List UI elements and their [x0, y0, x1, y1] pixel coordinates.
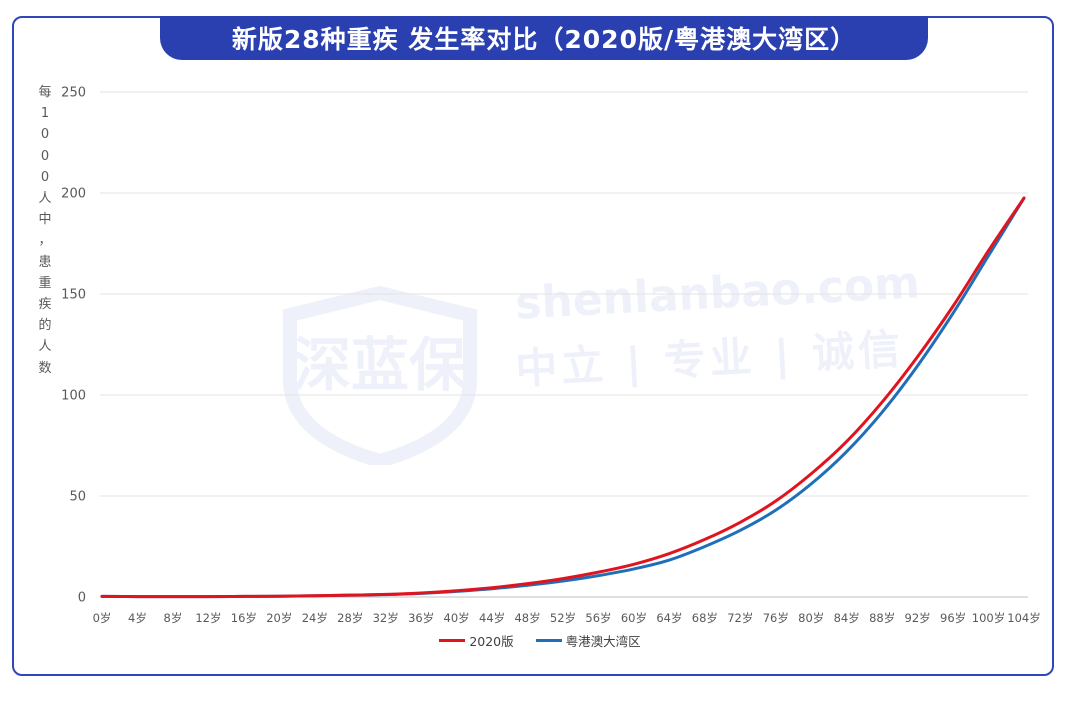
x-tick-label: 72岁 [727, 611, 753, 625]
x-tick-label: 40岁 [444, 611, 470, 625]
x-tick-label: 16岁 [231, 611, 257, 625]
x-tick-label: 0岁 [93, 611, 112, 625]
y-axis-label-char: 中 [38, 212, 52, 228]
x-tick-label: 96岁 [940, 611, 966, 625]
legend-item-gba[interactable]: 粤港澳大湾区 [535, 631, 641, 650]
x-tick-label: 4岁 [128, 611, 147, 625]
x-tick-label: 20岁 [266, 611, 292, 625]
chart-frame [12, 16, 1054, 676]
y-axis-label-char: 人 [38, 191, 52, 207]
legend-item-2020[interactable]: 2020版 [439, 631, 514, 650]
y-axis-label-char: ， [38, 233, 52, 249]
y-tick-label: 100 [61, 389, 86, 404]
x-tick-label: 92岁 [905, 611, 931, 625]
y-tick-labels: 0 50 100 150 200 250 [61, 86, 86, 606]
gridlines [100, 91, 1028, 598]
series-line-2020 [100, 196, 1026, 599]
x-tick-label: 80岁 [798, 611, 824, 625]
x-tick-label: 84岁 [834, 611, 860, 625]
legend-swatch-gba [535, 639, 562, 642]
y-axis-label-char: 疾 [38, 297, 52, 313]
y-axis-label-char: 患 [38, 254, 52, 270]
y-axis-label-char: 人 [38, 339, 52, 355]
x-tick-label: 88岁 [869, 611, 895, 625]
y-axis-label: 每 1 0 0 0 人中，患重疾的人数 [34, 82, 56, 379]
x-tick-label: 44岁 [479, 611, 505, 625]
x-tick-labels: 0岁 4岁 8岁 12岁 16岁 20岁 24岁 28岁 32岁 36岁 40岁 44岁 48岁 52岁 5… [93, 611, 1041, 625]
x-tick-label: 64岁 [656, 611, 682, 625]
legend: 2020版 粤港澳大湾区 [0, 631, 1080, 650]
x-tick-label: 32岁 [373, 611, 399, 625]
y-tick-label: 200 [61, 187, 86, 202]
x-tick-label: 60岁 [621, 611, 647, 625]
legend-label-2020: 2020版 [469, 634, 514, 649]
x-tick-label: 52岁 [550, 611, 576, 625]
x-tick-label: 8岁 [164, 611, 183, 625]
chart-title: 新版28种重疾 发生率对比（2020版/粤港澳大湾区） [231, 25, 857, 54]
legend-label-gba: 粤港澳大湾区 [565, 634, 641, 649]
x-tick-label: 68岁 [692, 611, 718, 625]
series-lines [100, 196, 1026, 599]
x-tick-label: 36岁 [408, 611, 434, 625]
y-axis-label-char: 重 [38, 275, 52, 291]
x-tick-label: 104岁 [1007, 611, 1040, 625]
y-tick-label: 50 [69, 490, 86, 505]
legend-swatch-2020 [439, 639, 466, 642]
x-tick-label: 28岁 [337, 611, 363, 625]
y-axis-label-char: 数 [38, 360, 52, 376]
y-axis-label-char: 1 [40, 106, 50, 122]
y-tick-label: 0 [78, 591, 86, 606]
x-tick-label: 24岁 [302, 611, 328, 625]
y-axis-label-char: 每 [38, 85, 52, 100]
x-tick-label: 48岁 [514, 611, 540, 625]
y-axis-label-char: 0 [40, 169, 50, 185]
y-axis-label-char: 0 [40, 148, 50, 164]
y-tick-label: 150 [61, 288, 86, 303]
x-tick-label: 100岁 [972, 611, 1005, 625]
title-banner: 新版28种重疾 发生率对比（2020版/粤港澳大湾区） [160, 16, 928, 60]
x-tick-label: 76岁 [763, 611, 789, 625]
x-tick-label: 56岁 [585, 611, 611, 625]
y-axis-label-char: 0 [40, 127, 50, 143]
y-axis-label-char: 的 [38, 318, 52, 334]
y-tick-label: 250 [61, 86, 86, 101]
x-tick-label: 12岁 [195, 611, 221, 625]
